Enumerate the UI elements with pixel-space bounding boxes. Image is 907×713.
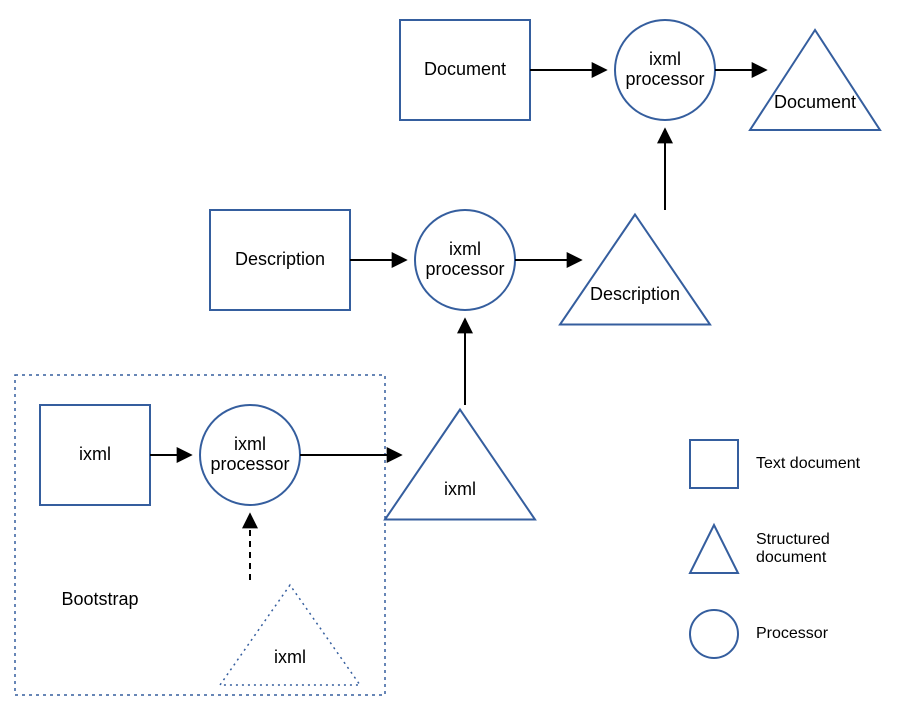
node-label-ixml_sq: ixml bbox=[79, 444, 111, 464]
legend-label-circle: Processor bbox=[756, 625, 829, 642]
flowchart: BootstrapDocumentixmlprocessorDocumentDe… bbox=[0, 0, 907, 713]
node-label-doc_top_tri: Document bbox=[774, 92, 856, 112]
legend: Text document Structureddocument Processor bbox=[690, 440, 861, 658]
node-label-ixml_tri: ixml bbox=[444, 479, 476, 499]
node-label-doc_top_sq: Document bbox=[424, 59, 506, 79]
node-label-desc_sq: Description bbox=[235, 249, 325, 269]
legend-label-triangle: Structureddocument bbox=[756, 531, 830, 566]
legend-label-square: Text document bbox=[756, 455, 861, 472]
bootstrap-label: Bootstrap bbox=[61, 589, 138, 609]
node-label-desc_tri: Description bbox=[590, 284, 680, 304]
node-label-ixml_tri_dotted: ixml bbox=[274, 647, 306, 667]
